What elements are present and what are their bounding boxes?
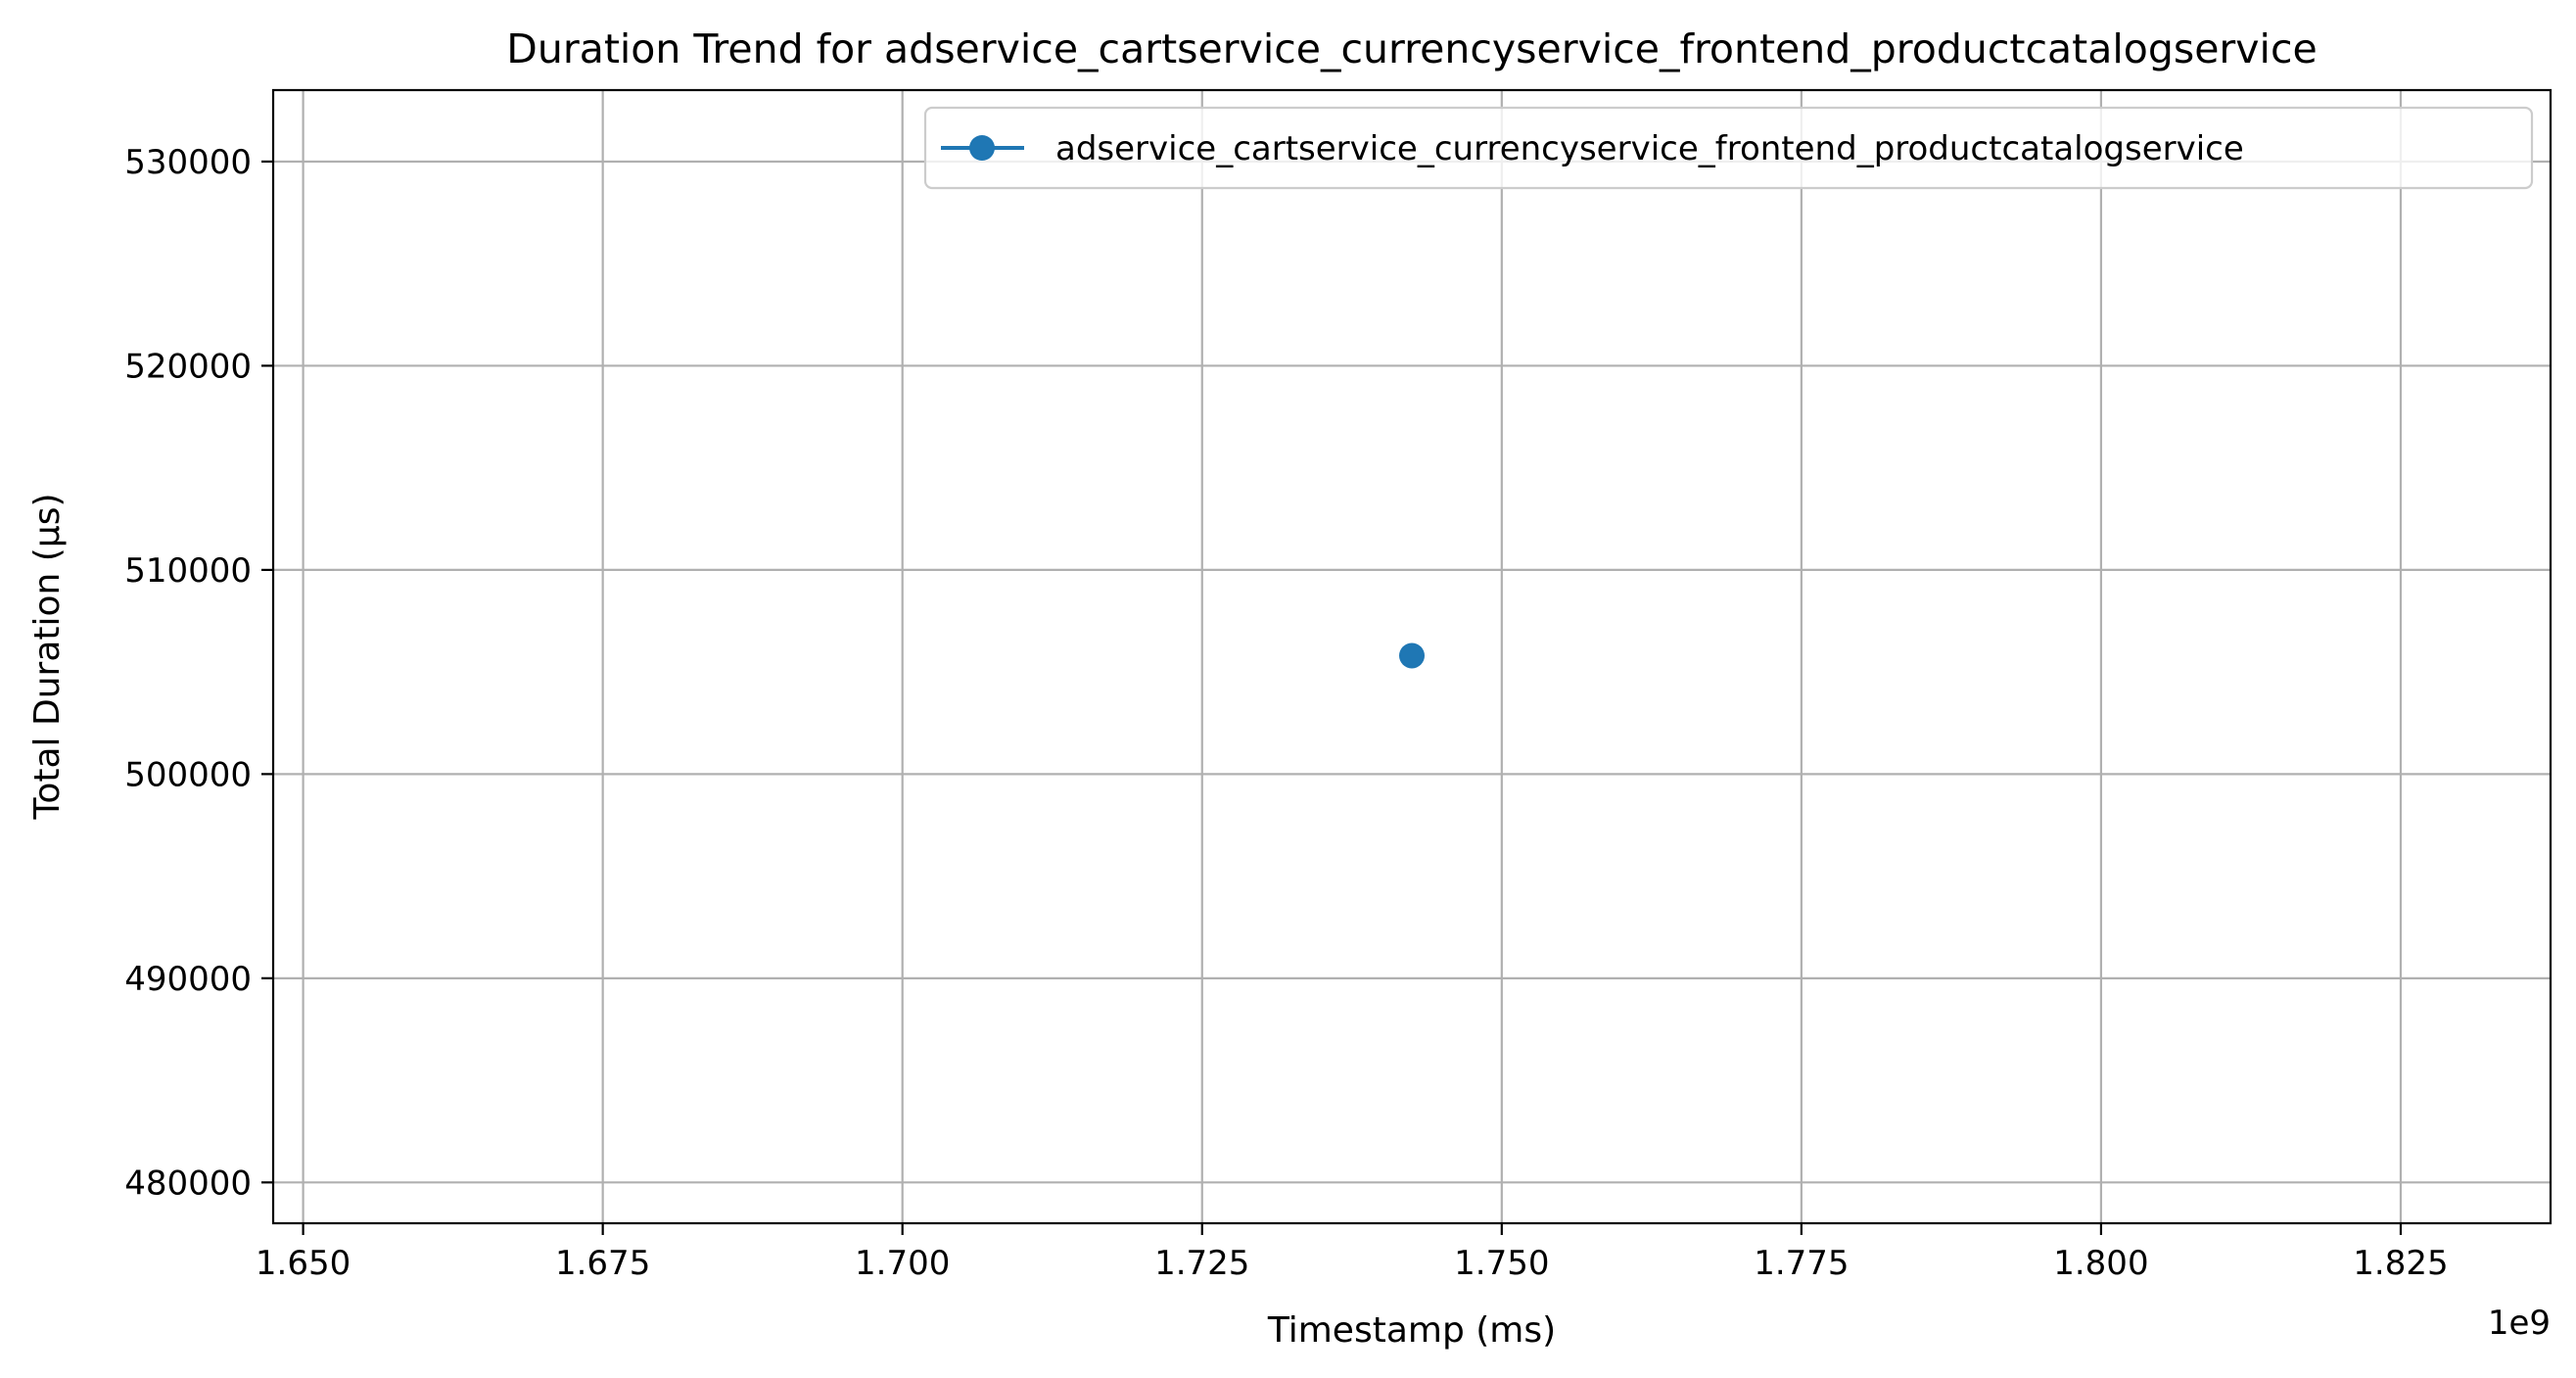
x-tick-label: 1.650 <box>256 1244 351 1283</box>
x-tick-label: 1.775 <box>1754 1244 1849 1283</box>
chart-title: Duration Trend for adservice_cartservice… <box>506 25 2317 72</box>
axis-ticks: 1.650 1.675 1.700 1.725 1.750 1.775 1.800 1.825… <box>124 143 2448 1283</box>
data-point <box>1399 642 1425 669</box>
legend-box <box>923 106 2534 190</box>
y-tick-label: 520000 <box>124 347 252 386</box>
x-tick-label: 1.800 <box>2053 1244 2148 1283</box>
legend: adservice_cartservice_currencyservice_fr… <box>923 106 2534 190</box>
x-tick-label: 1.750 <box>1454 1244 1549 1283</box>
x-tick-label: 1.825 <box>2353 1244 2448 1283</box>
x-axis-offset-label: 1e9 <box>2488 1304 2551 1343</box>
y-tick-label: 500000 <box>124 755 252 794</box>
y-tick-label: 510000 <box>124 551 252 591</box>
y-tick-label: 480000 <box>124 1164 252 1203</box>
y-axis-label: Total Duration (μs) <box>27 493 68 820</box>
legend-marker-swatch <box>969 135 995 161</box>
x-tick-label: 1.675 <box>555 1244 650 1283</box>
x-tick-label: 1.725 <box>1154 1244 1249 1283</box>
y-tick-label: 490000 <box>124 960 252 999</box>
series-layer <box>1399 642 1425 669</box>
x-tick-label: 1.700 <box>855 1244 950 1283</box>
legend-entry-label: adservice_cartservice_currencyservice_fr… <box>1055 129 2244 168</box>
plot-frame <box>271 88 2553 1225</box>
y-tick-label: 530000 <box>124 143 252 182</box>
x-axis-label: Timestamp (ms) <box>1267 1310 1556 1351</box>
